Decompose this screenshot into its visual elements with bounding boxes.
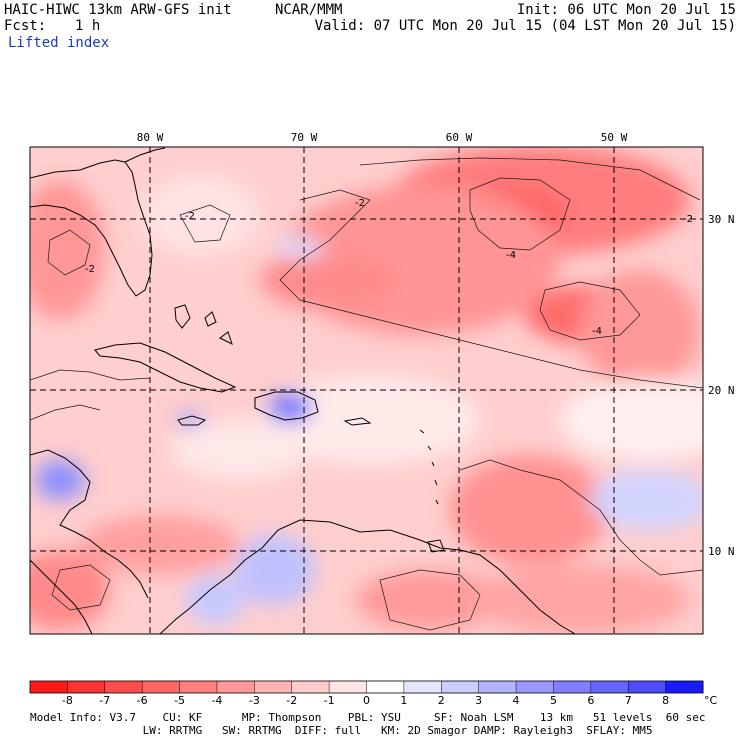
contour-label: -2 [683,214,693,225]
colorbar-labels: -8 -7 -6 -5 -4 -3 -2 -1 0 1 2 3 4 5 6 7 8 [62,694,669,707]
valid-time: Valid: 07 UTC Mon 20 Jul 15 (04 LST Mon … [314,18,736,34]
colorbar-swatch [67,681,106,693]
lifted-index-field [30,147,703,634]
lon-labels: 80 W 70 W 60 W 50 W [137,131,628,144]
colorbar-swatch [553,681,592,693]
contour-label: -2 [85,264,95,275]
contour-label-group: -2 -2 -2 -2 -4 -4 [85,198,693,337]
colorbar-tick-label: 0 [363,694,370,707]
colorbar-tick-label: -2 [286,694,297,707]
colorbar-swatch [30,681,68,693]
colorbar-tick-label: -1 [324,694,335,707]
colorbar-tick-label: -8 [62,694,73,707]
lat-lon-grid [30,147,703,634]
colorbar-swatch [291,681,330,693]
coastlines [30,147,576,634]
colorbar-tick-label: 6 [587,694,594,707]
init-time: Init: 06 UTC Mon 20 Jul 15 [516,2,736,18]
colorbar-tick-label: 2 [438,694,445,707]
lat-label: 20 N [708,384,735,397]
colorbar-tick-label: -6 [137,694,148,707]
colorbar-tick-label: -5 [174,694,185,707]
lon-label: 50 W [601,131,628,144]
colorbar-swatch [104,681,143,693]
contour-label: -4 [506,250,516,261]
footer-line-1: Model Info: V3.7 CU: KF MP: Thompson PBL… [30,711,706,724]
contours [30,157,703,631]
lat-labels: 30 N 20 N 10 N [708,213,735,558]
colorbar-tick-label: 4 [513,694,520,707]
model-title: HAIC-HIWC 13km ARW-GFS init [4,2,232,18]
colorbar-swatch [441,681,480,693]
colorbar [29,680,704,694]
contour-label: -4 [592,326,602,337]
colorbar-tick-label: 1 [400,694,407,707]
colorbar-swatch [403,681,442,693]
fcst-label: Fcst: [4,18,47,34]
org-label: NCAR/MMM [275,2,343,18]
lon-label: 70 W [291,131,318,144]
colorbar-tick-label: 8 [662,694,669,707]
colorbar-swatch [478,681,517,693]
colorbar-swatch [665,681,704,693]
map-field: -2 -2 -2 -2 -4 -4 [30,147,703,634]
colorbar-swatch [142,681,181,693]
colorbar-swatch [366,681,405,693]
fcst-value: 1 h [75,18,101,34]
colorbar-swatch [216,681,255,693]
colorbar-swatch [179,681,218,693]
contour-label: -2 [185,211,195,222]
colorbar-tick-label: -4 [211,694,222,707]
lat-label: 30 N [708,213,735,226]
colorbar-unit: °C [704,694,718,707]
lon-label: 60 W [446,131,473,144]
colorbar-swatch [254,681,293,693]
colorbar-swatch [628,681,667,693]
colorbar-tick-label: -7 [99,694,110,707]
colorbar-tick-label: 5 [550,694,557,707]
colorbar-swatch [590,681,629,693]
colorbar-swatch [516,681,554,693]
colorbar-tick-label: 7 [625,694,632,707]
colorbar-tick-label: -3 [249,694,260,707]
field-name: Lifted index [8,35,110,51]
colorbar-swatch [329,681,367,693]
lat-label: 10 N [708,545,735,558]
map-frame [29,146,704,635]
contour-label: -2 [355,198,365,209]
lon-label: 80 W [137,131,164,144]
footer-line-2: LW: RRTMG SW: RRTMG DIFF: full KM: 2D Sm… [30,724,653,737]
colorbar-tick-label: 3 [475,694,482,707]
